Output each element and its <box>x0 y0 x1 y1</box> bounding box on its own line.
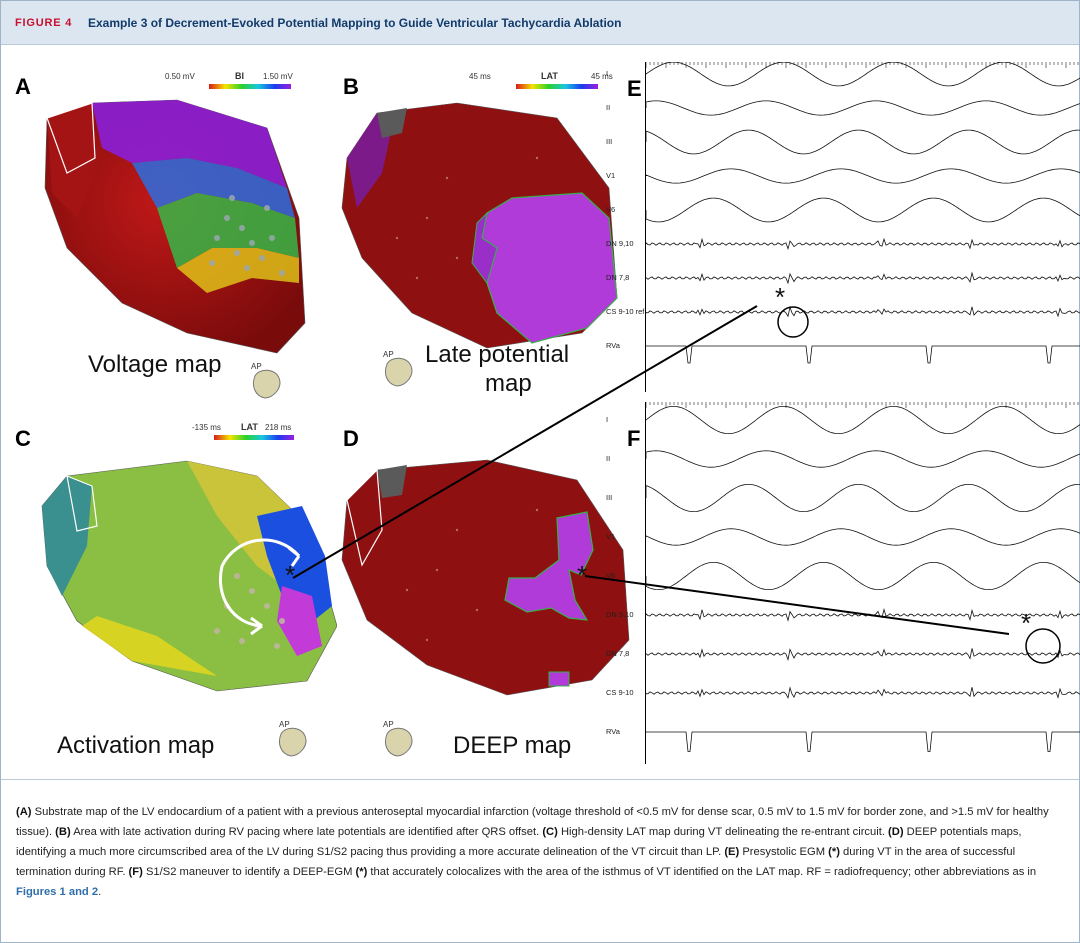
connector-line-c-to-e <box>293 306 757 578</box>
panel-d-asterisk: * <box>577 560 587 591</box>
figure-caption: (A) Substrate map of the LV endocardium … <box>16 802 1066 902</box>
connector-line-d-to-f <box>585 576 1009 634</box>
caption-tag-b: (B) <box>55 826 71 838</box>
figure-panels: A 0.50 mV BI 1.50 mV Voltage map AP B 45… <box>1 46 1079 779</box>
caption-end: . <box>98 886 101 898</box>
figure-header: FIGURE 4 Example 3 of Decrement-Evoked P… <box>1 1 1079 45</box>
connector-overlay <box>1 46 1079 779</box>
caption-text-f: S1/S2 maneuver to identify a DEEP-EGM <box>143 866 356 878</box>
panel-f-asterisk: * <box>1021 608 1031 639</box>
caption-tag-d: (D) <box>888 826 904 838</box>
caption-text-f2: that accurately colocalizes with the are… <box>367 866 1036 878</box>
caption-tag-e: (E) <box>724 846 739 858</box>
figure-label: FIGURE 4 <box>15 17 72 29</box>
caption-text-b: Area with late activation during RV paci… <box>71 826 540 838</box>
caption-text-e: Presystolic EGM <box>739 846 828 858</box>
caption-tag-f: (F) <box>129 866 143 878</box>
panel-c-asterisk: * <box>285 560 295 591</box>
panel-e-asterisk: * <box>775 282 785 313</box>
caption-tag-a: (A) <box>16 806 32 818</box>
caption-star-e: (*) <box>828 846 840 858</box>
figure-title: Example 3 of Decrement-Evoked Potential … <box>88 16 621 30</box>
caption-text-c: High-density LAT map during VT delineati… <box>558 826 885 838</box>
figures-1-2-link[interactable]: Figures 1 and 2 <box>16 886 98 898</box>
figure-divider <box>1 779 1079 780</box>
caption-tag-c: (C) <box>542 826 558 838</box>
caption-star-f: (*) <box>356 866 368 878</box>
